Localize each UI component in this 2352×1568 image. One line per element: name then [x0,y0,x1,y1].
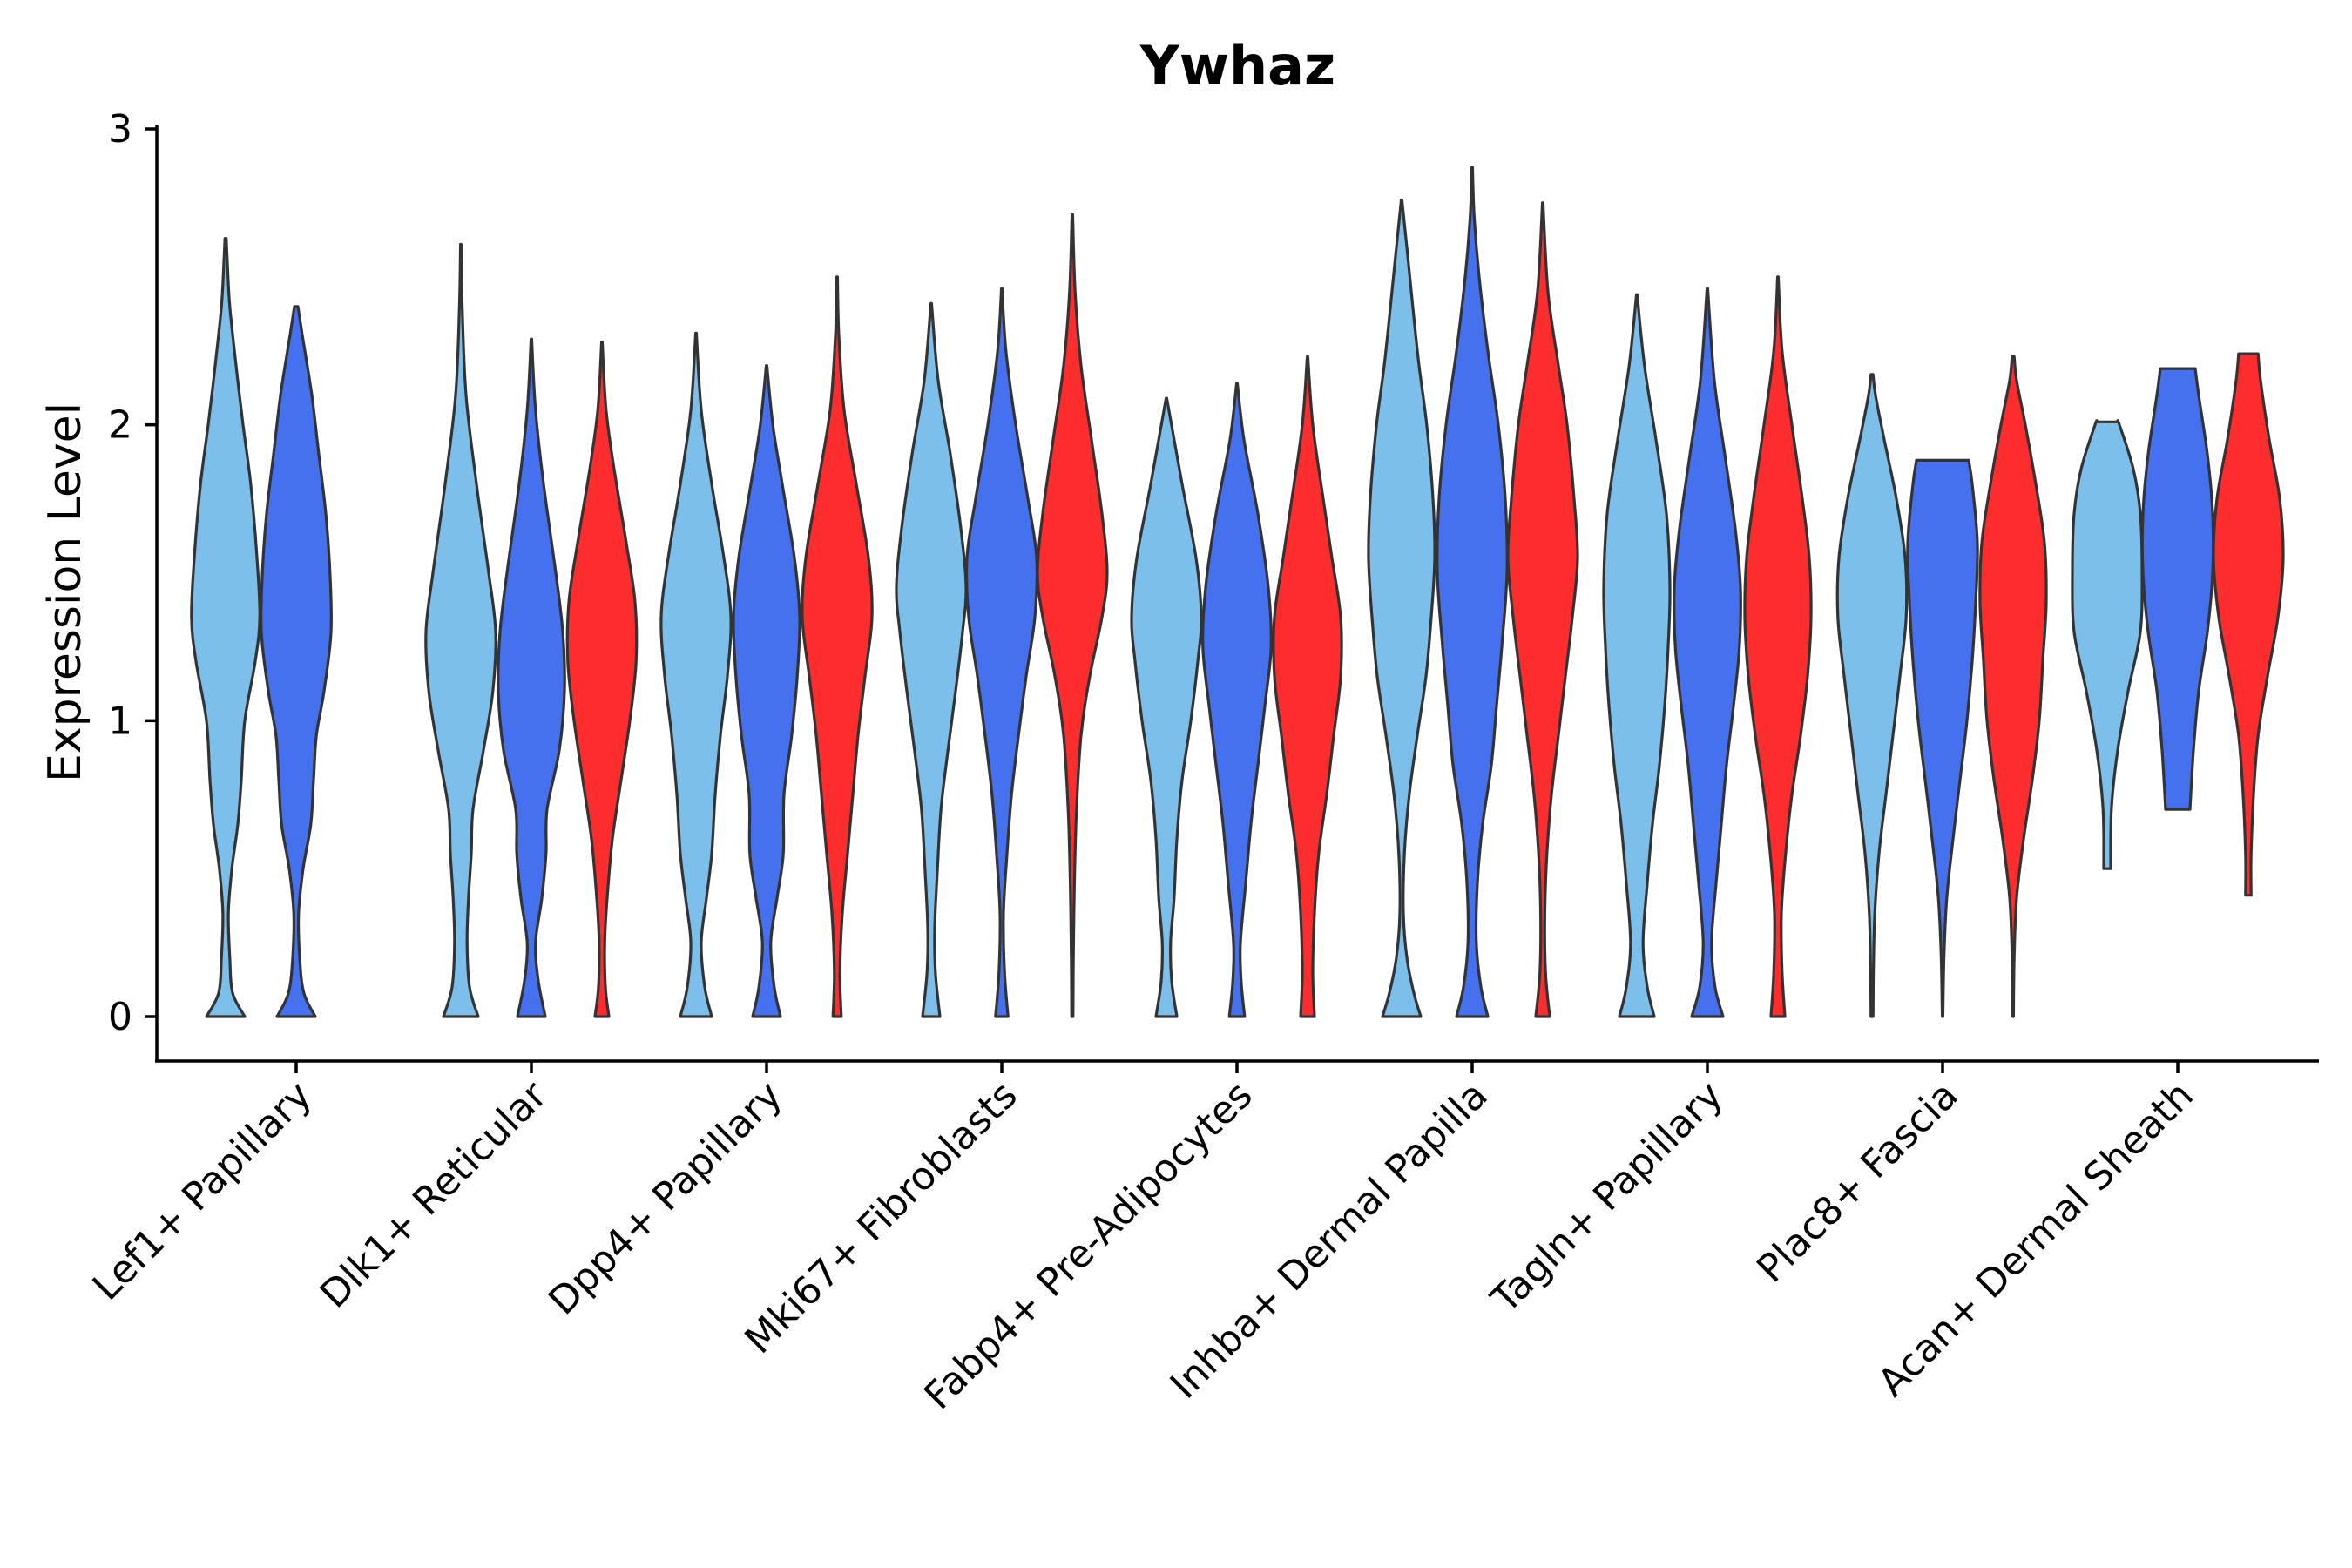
violin-condition-2 [1673,287,1742,1018]
violin-condition-3 [1743,275,1813,1018]
violin-condition-3 [801,275,874,1018]
y-axis-label: Expression Level [39,402,91,782]
violin-condition-1 [895,301,968,1018]
violin-condition-1 [1130,396,1203,1018]
y-ticks: 0 1 2 3 [108,107,157,1039]
x-tick-label: Plac8+ Fascia [1748,1073,1967,1292]
x-tick-label: Dlk1+ Reticular [312,1072,557,1317]
violin-condition-2 [497,337,566,1018]
violin-condition-3 [1036,213,1109,1018]
violin-condition-1 [1602,293,1672,1018]
y-tick-label: 0 [108,995,132,1039]
chart-title: Ywhaz [1139,34,1335,98]
y-tick-label: 1 [108,699,132,743]
violin-condition-1 [190,237,261,1018]
violin-condition-3 [2212,352,2285,897]
violin-condition-2 [2140,367,2215,811]
violin-condition-3 [1506,201,1579,1018]
violin-condition-1 [2071,419,2144,870]
violin-condition-3 [565,341,639,1018]
y-tick-label: 3 [108,107,132,152]
violin-condition-1 [1835,373,1909,1018]
violin-condition-2 [1436,166,1509,1018]
x-tick-label: Dpp4+ Papillary [540,1073,791,1324]
violin-condition-1 [1367,198,1436,1018]
violin-condition-3 [1272,355,1343,1018]
violin-condition-2 [732,364,801,1018]
violin-condition-2 [964,287,1039,1018]
y-tick-label: 2 [108,403,132,448]
violin-condition-3 [1978,355,2048,1018]
violin-condition-1 [424,242,497,1018]
violin-condition-2 [259,305,334,1018]
x-tick-label: Tagln+ Papillary [1483,1073,1732,1322]
violin-condition-2 [1906,458,1979,1018]
violin-group [190,166,2285,1018]
violin-condition-2 [1201,382,1273,1018]
x-tick-label: Lef1+ Papillary [84,1073,321,1309]
violin-condition-1 [659,331,733,1018]
